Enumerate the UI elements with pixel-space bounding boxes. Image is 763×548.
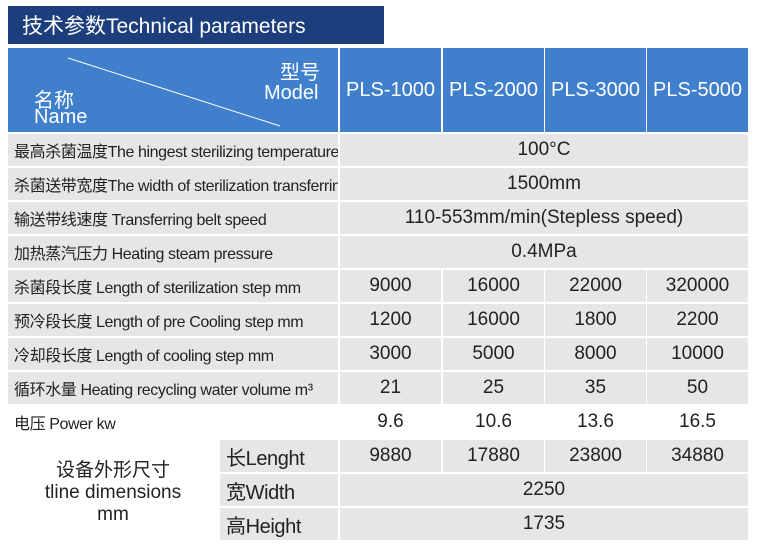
corner-bottom-en: Name bbox=[34, 106, 88, 128]
value-cell: 34880 bbox=[647, 440, 748, 472]
value-cell: 3000 bbox=[340, 338, 441, 370]
corner-bottom-zh: 名称 bbox=[34, 90, 74, 112]
row-label: 电压 Power kw bbox=[14, 416, 116, 433]
row-label: 冷却段长度 Length of cooling step mm bbox=[8, 338, 338, 370]
value-cell: 10000 bbox=[647, 338, 748, 370]
diagonal bbox=[67, 57, 281, 127]
value-cell: 1735 bbox=[340, 508, 748, 540]
column-header: PLS-1000 bbox=[340, 48, 441, 132]
row-label: 加热蒸汽压力 Heating steam pressure bbox=[8, 236, 338, 268]
value-cell: 5000 bbox=[443, 338, 544, 370]
value-cell: 1500mm bbox=[340, 168, 748, 200]
dimensions-label-line: tline dimensions bbox=[44, 481, 182, 503]
value-cell: 50 bbox=[647, 372, 748, 404]
value-cell: 25 bbox=[443, 372, 544, 404]
row-label: 杀菌段长度 Length of sterilization step mm bbox=[8, 270, 338, 302]
value-cell: 13.6 bbox=[577, 411, 614, 432]
value-cell: 110-553mm/min(Stepless speed) bbox=[340, 202, 748, 234]
value-cell: 1200 bbox=[340, 304, 441, 336]
value-cell: 22000 bbox=[545, 270, 646, 302]
value-cell: 9.6 bbox=[377, 411, 404, 432]
value-cell: 17880 bbox=[443, 440, 544, 472]
value-cell: 35 bbox=[545, 372, 646, 404]
column-header: PLS-5000 bbox=[647, 48, 748, 132]
corner-top-en: Model bbox=[264, 82, 319, 104]
value-cell: 21 bbox=[340, 372, 441, 404]
dimensions-label-line: 设备外形尺寸 bbox=[55, 459, 170, 481]
dimension-label: 宽Width bbox=[220, 474, 338, 506]
value-cell: 0.4MPa bbox=[340, 236, 748, 268]
value-cell: 16.5 bbox=[679, 411, 716, 432]
dimension-label: 长Lenght bbox=[220, 440, 338, 472]
corner-top-zh: 型号 bbox=[280, 62, 320, 84]
value-cell: 16000 bbox=[443, 304, 544, 336]
value-cell: 16000 bbox=[443, 270, 544, 302]
value-cell: 8000 bbox=[545, 338, 646, 370]
row-label: 杀菌送带宽度The width of sterilization transfe… bbox=[8, 168, 338, 200]
value-cell: 320000 bbox=[647, 270, 748, 302]
corner-cell: 型号 Model 名称 Name bbox=[8, 48, 338, 132]
value-cell: 2200 bbox=[647, 304, 748, 336]
dimension-label: 高Height bbox=[220, 508, 338, 540]
row-label: 最高杀菌温度The hingest sterilizing temperatur… bbox=[8, 134, 338, 166]
title-bar: 技术参数Technical parameters bbox=[8, 6, 384, 44]
value-cell: 1800 bbox=[545, 304, 646, 336]
value-cell: 10.6 bbox=[475, 411, 512, 432]
column-header: PLS-2000 bbox=[443, 48, 544, 132]
row-label: 循环水量 Heating recycling water volume m³ bbox=[8, 372, 338, 404]
value-cell: 9880 bbox=[340, 440, 441, 472]
row-label: 预冷段长度 Length of pre Cooling step mm bbox=[8, 304, 338, 336]
dimensions-label: 设备外形尺寸 tline dimensions mm bbox=[8, 440, 218, 540]
title: 技术参数Technical parameters bbox=[22, 15, 306, 38]
column-header: PLS-3000 bbox=[545, 48, 646, 132]
dimensions-label-line: mm bbox=[97, 503, 129, 525]
value-cell: 2250 bbox=[340, 474, 748, 506]
row-label: 输送带线速度 Transferring belt speed bbox=[8, 202, 338, 234]
value-cell: 9000 bbox=[340, 270, 441, 302]
value-cell: 100°C bbox=[340, 134, 748, 166]
value-cell: 23800 bbox=[545, 440, 646, 472]
